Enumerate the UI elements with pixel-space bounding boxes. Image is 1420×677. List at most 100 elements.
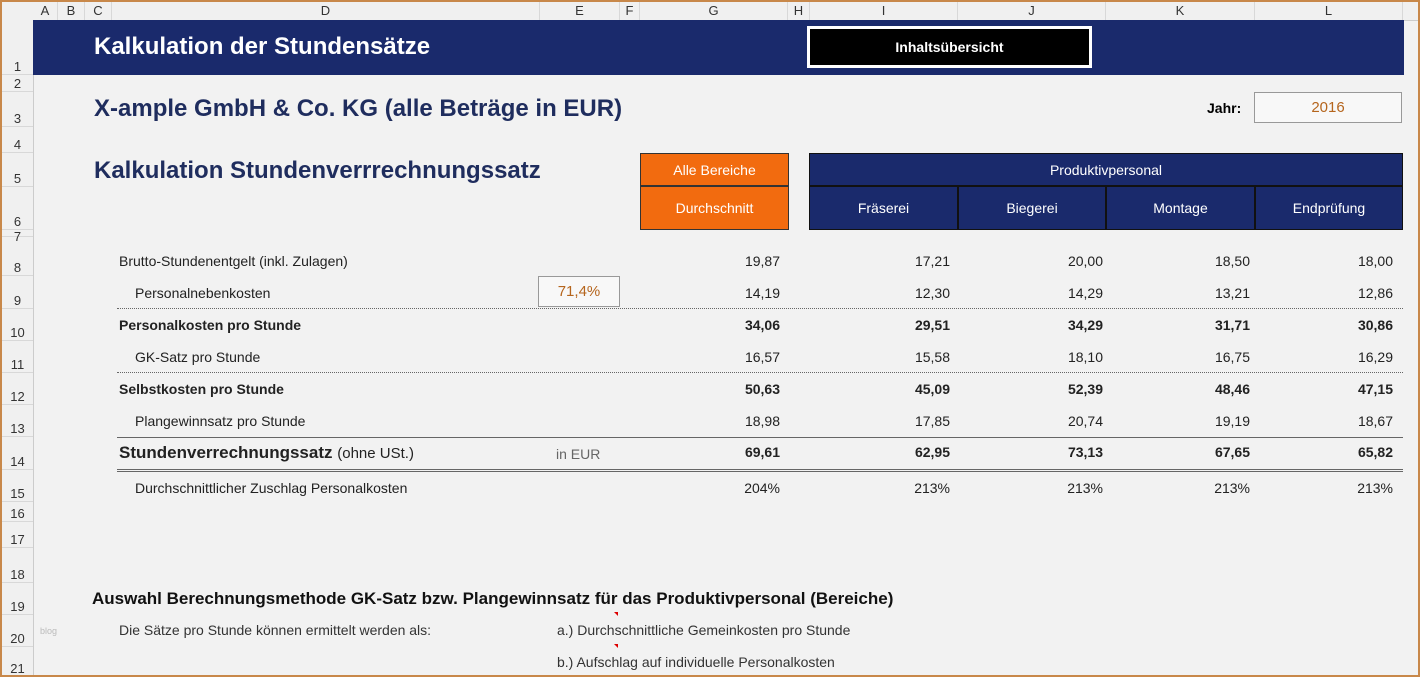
row-header[interactable]: 5	[2, 153, 33, 187]
average-header: Durchschnitt	[640, 186, 789, 230]
year-label: Jahr:	[1207, 100, 1242, 116]
value-cell: 14,19	[744, 285, 780, 301]
value-cell: 213%	[1214, 480, 1250, 496]
row-header[interactable]: 6	[2, 187, 33, 230]
value-cell: 17,21	[914, 253, 950, 269]
column-header[interactable]: K	[1106, 2, 1255, 20]
row-label-text: GK-Satz pro Stunde	[135, 349, 261, 365]
row-label: Durchschnittlicher Zuschlag Personalkost…	[135, 480, 407, 496]
row-label-text: Stundenverrechnungssatz	[119, 443, 333, 462]
row-header[interactable]: 4	[2, 127, 33, 153]
divider	[117, 437, 1403, 438]
value-cell: 17,85	[914, 413, 950, 429]
row-label-text: Selbstkosten pro Stunde	[119, 381, 284, 397]
value-cell: 29,51	[914, 317, 950, 333]
value-cell: 34,29	[1067, 317, 1103, 333]
value-cell: 213%	[914, 480, 950, 496]
column-header[interactable]: D	[112, 2, 540, 20]
row-header[interactable]: 17	[2, 522, 33, 548]
value-cell: 12,30	[914, 285, 950, 301]
all-areas-header: Alle Bereiche	[640, 153, 789, 186]
row-label: Stundenverrechnungssatz (ohne USt.)	[119, 443, 414, 463]
column-header[interactable]: A	[33, 2, 58, 20]
value-cell: 19,19	[1214, 413, 1250, 429]
value-cell: 48,46	[1214, 381, 1250, 397]
sheet-title: Kalkulation der Stundensätze	[94, 33, 431, 60]
value-cell: 12,86	[1357, 285, 1393, 301]
row-header[interactable]: 3	[2, 92, 33, 127]
value-cell: 20,00	[1067, 253, 1103, 269]
toc-button[interactable]: Inhaltsübersicht	[807, 26, 1092, 68]
value-cell: 204%	[744, 480, 780, 496]
value-cell: 18,98	[744, 413, 780, 429]
company-title: X-ample GmbH & Co. KG (alle Beträge in E…	[94, 95, 623, 122]
row-header[interactable]: 12	[2, 373, 33, 405]
divider	[117, 372, 1403, 373]
comment-marker-icon	[614, 644, 618, 648]
row-header[interactable]: 20	[2, 615, 33, 647]
column-header[interactable]: G	[640, 2, 788, 20]
value-cell: 52,39	[1067, 381, 1103, 397]
value-cell: 13,21	[1214, 285, 1250, 301]
row-header[interactable]: 16	[2, 502, 33, 522]
row-label: Personalkosten pro Stunde	[119, 317, 301, 333]
value-cell: 213%	[1357, 480, 1393, 496]
divider	[117, 308, 1403, 309]
row-header[interactable]: 15	[2, 470, 33, 502]
unit-label: in EUR	[556, 446, 601, 462]
row-header[interactable]: 14	[2, 437, 33, 470]
value-cell: 73,13	[1067, 444, 1103, 460]
option-a[interactable]: a.) Durchschnittliche Gemeinkosten pro S…	[557, 622, 851, 638]
row-label: Plangewinnsatz pro Stunde	[135, 413, 305, 429]
option-b[interactable]: b.) Aufschlag auf individuelle Personalk…	[557, 654, 835, 670]
row-header[interactable]: 8	[2, 237, 33, 276]
comment-marker-icon	[614, 612, 618, 616]
row-label-text: Personalkosten pro Stunde	[119, 317, 302, 333]
value-cell: 18,10	[1067, 349, 1103, 365]
row-label-suffix: (ohne USt.)	[337, 445, 414, 462]
value-cell: 19,87	[744, 253, 780, 269]
area-header: Biegerei	[958, 186, 1106, 230]
column-header[interactable]: B	[58, 2, 85, 20]
value-cell: 62,95	[914, 444, 950, 460]
row-header[interactable]: 9	[2, 276, 33, 309]
row-label-text: Plangewinnsatz pro Stunde	[135, 413, 306, 429]
value-cell: 65,82	[1357, 444, 1393, 460]
value-cell: 20,74	[1067, 413, 1103, 429]
row-label-text: Brutto-Stundenentgelt (inkl. Zulagen)	[119, 253, 348, 269]
row-header[interactable]: 11	[2, 341, 33, 373]
area-header: Montage	[1106, 186, 1255, 230]
area-header: Endprüfung	[1255, 186, 1403, 230]
row-header[interactable]: 19	[2, 583, 33, 615]
row-header[interactable]: 7	[2, 230, 33, 243]
value-cell: 67,65	[1214, 444, 1250, 460]
row-header[interactable]: 21	[2, 647, 33, 677]
nebenkosten-percent-input[interactable]: 71,4%	[538, 276, 620, 307]
row-header[interactable]: 1	[2, 20, 33, 75]
area-header: Fräserei	[809, 186, 958, 230]
row-label: Brutto-Stundenentgelt (inkl. Zulagen)	[119, 253, 348, 269]
column-header[interactable]: C	[85, 2, 112, 20]
column-header[interactable]: L	[1255, 2, 1403, 20]
value-cell: 50,63	[744, 381, 780, 397]
title-banner	[33, 20, 1404, 75]
method-intro: Die Sätze pro Stunde können ermittelt we…	[119, 622, 432, 638]
section-title: Kalkulation Stundenverrrechnungssatz	[94, 157, 541, 184]
value-cell: 18,00	[1357, 253, 1393, 269]
row-header[interactable]: 2	[2, 75, 33, 92]
column-header[interactable]: F	[620, 2, 640, 20]
row-header[interactable]: 18	[2, 548, 33, 583]
row-headers: 1 2 3 4 5 6 7 8 9 10 11 12 13 14 15 16 17 18 19 20 21	[2, 20, 34, 677]
column-header[interactable]: J	[958, 2, 1106, 20]
column-header[interactable]: E	[540, 2, 620, 20]
toc-button-label: Inhaltsübersicht	[810, 29, 1089, 65]
column-header[interactable]: H	[788, 2, 810, 20]
row-header[interactable]: 10	[2, 309, 33, 341]
row-header[interactable]: 13	[2, 405, 33, 437]
column-header[interactable]: I	[810, 2, 958, 20]
value-cell: 18,67	[1357, 413, 1393, 429]
value-cell: 69,61	[744, 444, 780, 460]
year-input[interactable]: 2016	[1254, 92, 1402, 123]
productive-header: Produktivpersonal	[809, 153, 1403, 186]
